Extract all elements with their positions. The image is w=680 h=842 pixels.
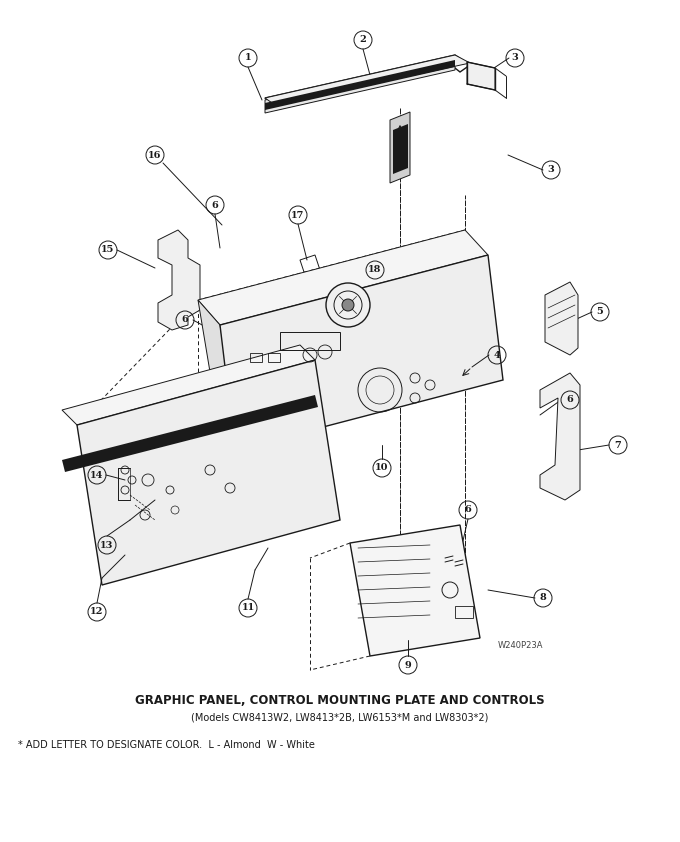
Text: 5: 5	[596, 307, 603, 317]
Text: 7: 7	[615, 440, 622, 450]
Polygon shape	[467, 62, 495, 90]
Text: 6: 6	[566, 396, 573, 404]
Text: W240P23A: W240P23A	[498, 641, 543, 649]
Bar	[268, 353, 280, 362]
Polygon shape	[350, 525, 480, 656]
Text: (Models CW8413W2, LW8413*2B, LW6153*M and LW8303*2): (Models CW8413W2, LW8413*2B, LW6153*M an…	[191, 713, 489, 723]
Text: 15: 15	[101, 246, 115, 254]
Text: GRAPHIC PANEL, CONTROL MOUNTING PLATE AND CONTROLS: GRAPHIC PANEL, CONTROL MOUNTING PLATE AN…	[135, 694, 545, 706]
Text: 1: 1	[245, 54, 252, 62]
Text: 3: 3	[511, 54, 518, 62]
Polygon shape	[540, 373, 580, 500]
Bar	[280, 332, 340, 350]
Polygon shape	[545, 282, 578, 355]
Text: 10: 10	[375, 463, 389, 472]
Text: * ADD LETTER TO DESIGNATE COLOR.  L - Almond  W - White: * ADD LETTER TO DESIGNATE COLOR. L - Alm…	[18, 740, 315, 750]
Polygon shape	[390, 112, 410, 183]
Text: 11: 11	[241, 604, 254, 612]
Text: 14: 14	[90, 471, 103, 479]
Text: 2: 2	[360, 35, 367, 45]
Text: 4: 4	[494, 350, 500, 360]
Text: 18: 18	[369, 265, 381, 274]
Polygon shape	[77, 360, 340, 585]
Circle shape	[326, 283, 370, 327]
Polygon shape	[198, 230, 488, 325]
Polygon shape	[62, 395, 318, 472]
Polygon shape	[220, 255, 503, 450]
Text: 12: 12	[90, 607, 103, 616]
Bar	[250, 353, 262, 362]
Text: 8: 8	[540, 594, 546, 603]
Polygon shape	[62, 345, 315, 425]
Text: 17: 17	[291, 210, 305, 220]
Text: 3: 3	[547, 166, 554, 174]
Polygon shape	[158, 230, 200, 330]
Text: 6: 6	[211, 200, 218, 210]
Polygon shape	[198, 300, 235, 415]
Polygon shape	[265, 57, 455, 113]
Bar	[455, 606, 473, 618]
Text: 16: 16	[148, 151, 162, 159]
Polygon shape	[265, 60, 455, 110]
Text: 6: 6	[182, 316, 188, 324]
Text: 6: 6	[464, 505, 471, 514]
Text: 13: 13	[101, 541, 114, 550]
Circle shape	[342, 299, 354, 311]
Polygon shape	[265, 55, 470, 105]
Text: 9: 9	[405, 660, 411, 669]
Polygon shape	[393, 124, 408, 174]
